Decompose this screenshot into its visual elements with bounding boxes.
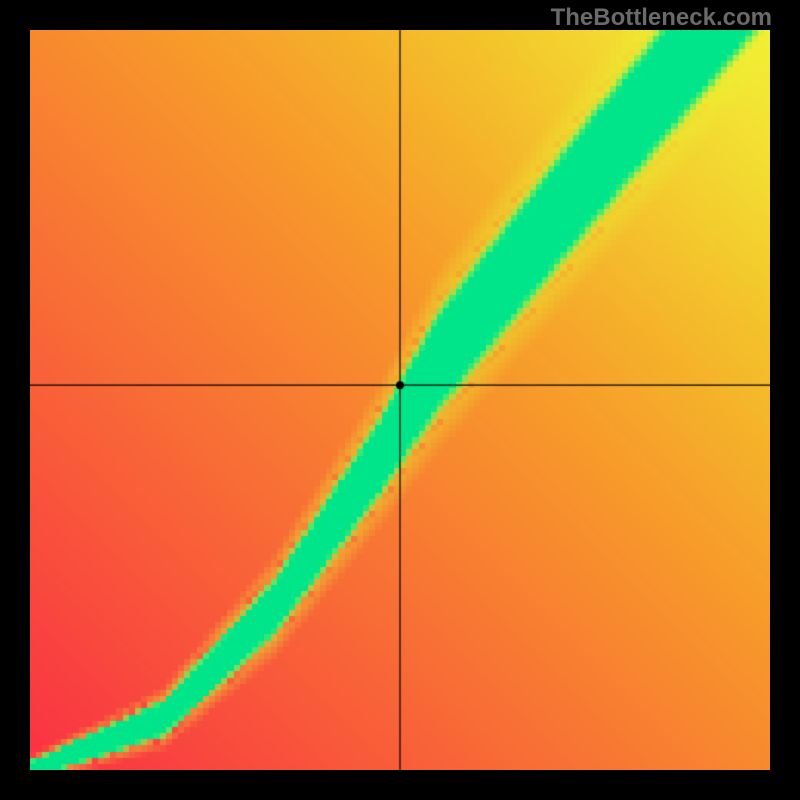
watermark-text: TheBottleneck.com [551,4,772,32]
bottleneck-heatmap [30,30,770,770]
chart-container: TheBottleneck.com [0,0,800,800]
